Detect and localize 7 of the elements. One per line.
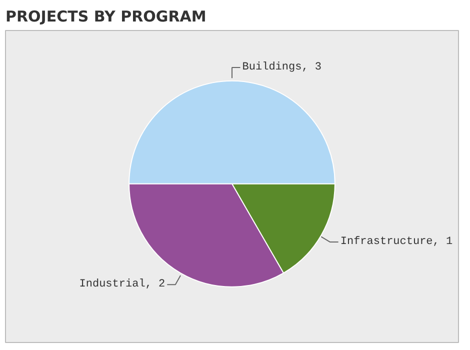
slice-label: Industrial (79, 278, 146, 291)
data-label: , 3 (302, 62, 322, 74)
data-label: , 1 (432, 236, 453, 248)
data-label: , 2 (145, 278, 166, 291)
slice-label: Infrastructure (340, 236, 433, 248)
slice-label: Buildings (242, 62, 302, 74)
chart-title: PROJECTS BY PROGRAM (6, 8, 206, 26)
